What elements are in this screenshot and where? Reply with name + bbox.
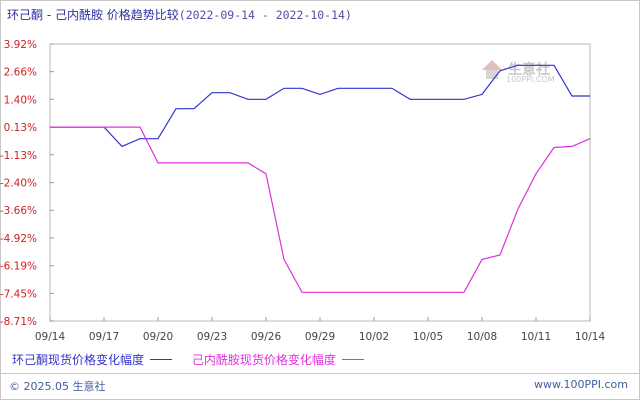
line-chart: 生意社100PPI.COM3.92%2.66%1.40%0.13%-1.13%-… xyxy=(0,39,606,343)
y-tick-label: 2.66% xyxy=(4,67,37,79)
watermark-logo-icon xyxy=(482,60,502,70)
y-tick-label: 1.40% xyxy=(4,94,37,106)
y-tick-label: -3.66% xyxy=(0,205,37,217)
chart-title-date-range: (2022-09-14 - 2022-10-14) xyxy=(178,8,352,22)
x-tick-label: 09/20 xyxy=(143,331,173,343)
x-tick-label: 10/14 xyxy=(575,331,606,343)
series-line-caprolactam xyxy=(50,126,591,293)
y-tick-label: -4.92% xyxy=(0,233,37,245)
legend-label-cyclohexanone: 环己酮现货价格变化幅度 xyxy=(12,353,145,367)
y-tick-label: -8.71% xyxy=(0,316,37,328)
x-tick-label: 10/02 xyxy=(359,331,389,343)
x-tick-label: 10/08 xyxy=(467,331,497,343)
x-tick-label: 10/11 xyxy=(521,331,551,343)
chart-legend: 环己酮现货价格变化幅度 己内酰胺现货价格变化幅度 xyxy=(12,351,380,368)
footer-site-link[interactable]: www.100PPI.com xyxy=(534,378,628,391)
y-tick-label: -1.13% xyxy=(0,150,37,162)
legend-item-cyclohexanone: 环己酮现货价格变化幅度 xyxy=(12,351,173,368)
y-tick-label: 0.13% xyxy=(4,122,37,134)
x-tick-label: 09/29 xyxy=(305,331,335,343)
x-tick-label: 09/23 xyxy=(197,331,227,343)
y-tick-label: -6.19% xyxy=(0,261,37,273)
watermark-url: 100PPI.COM xyxy=(506,75,555,84)
legend-item-caprolactam: 己内酰胺现货价格变化幅度 xyxy=(192,351,364,368)
chart-title: 环己酮 - 己内酰胺 价格趋势比较(2022-09-14 - 2022-10-1… xyxy=(7,6,352,23)
y-tick-label: -7.45% xyxy=(0,288,37,300)
y-tick-label: 3.92% xyxy=(4,39,37,51)
x-tick-label: 10/05 xyxy=(413,331,443,343)
chart-title-main: 环己酮 - 己内酰胺 价格趋势比较 xyxy=(7,8,179,22)
legend-line-caprolactam xyxy=(341,359,364,360)
x-tick-label: 09/17 xyxy=(89,331,119,343)
x-tick-label: 09/26 xyxy=(251,331,282,343)
watermark-logo-base xyxy=(486,70,498,79)
plot-area xyxy=(49,43,591,322)
footer-copyright: © 2025.05 生意社 xyxy=(9,380,106,393)
legend-label-caprolactam: 己内酰胺现货价格变化幅度 xyxy=(191,353,336,367)
y-tick-label: -2.40% xyxy=(0,178,37,190)
x-tick-label: 09/14 xyxy=(35,331,66,343)
footer-divider xyxy=(0,373,640,374)
legend-line-cyclohexanone xyxy=(150,359,173,360)
series-line-cyclohexanone xyxy=(50,64,590,148)
